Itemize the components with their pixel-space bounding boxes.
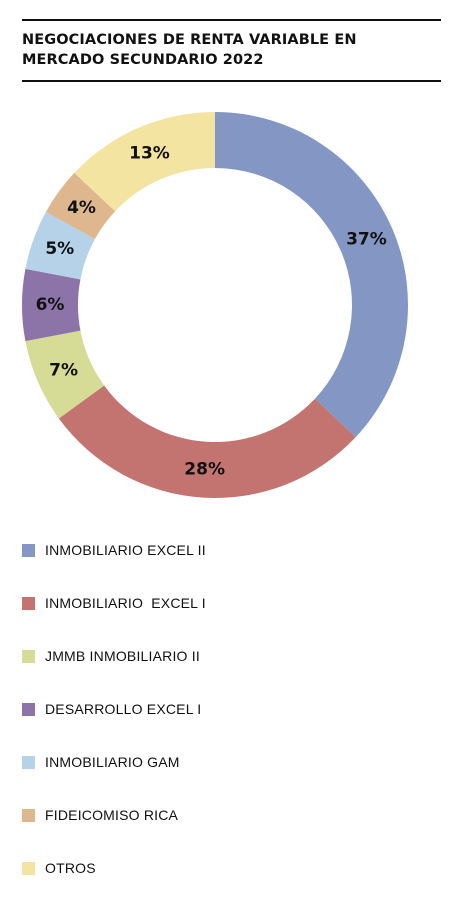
legend-label-3: JMMB INMOBILIARIO II xyxy=(45,648,200,664)
legend-swatch-6 xyxy=(22,808,35,822)
legend-item-7: OTROS xyxy=(22,858,96,878)
donut-slice-5 xyxy=(25,212,95,280)
legend-swatch-7 xyxy=(22,861,35,875)
legend-swatch-2 xyxy=(22,596,35,610)
legend-item-2: INMOBILIARIO EXCEL I xyxy=(22,593,206,613)
slice-value-label-2: 28% xyxy=(184,460,225,480)
legend-label-5: INMOBILIARIO GAM xyxy=(45,754,180,770)
title-rule xyxy=(22,80,441,82)
legend-item-5: INMOBILIARIO GAM xyxy=(22,752,180,772)
donut-slice-1 xyxy=(215,112,408,438)
donut-slice-3 xyxy=(25,330,105,419)
chart-title-line-2: MERCADO SECUNDARIO 2022 xyxy=(22,52,264,68)
legend-label-4: DESARROLLO EXCEL I xyxy=(45,701,202,717)
slice-value-label-7: 13% xyxy=(129,144,170,164)
legend-swatch-4 xyxy=(22,702,35,716)
donut-slice-6 xyxy=(45,172,116,239)
legend-label-7: OTROS xyxy=(45,860,96,876)
donut-slice-4 xyxy=(21,268,81,342)
legend-item-3: JMMB INMOBILIARIO II xyxy=(22,646,200,666)
top-rule xyxy=(22,19,441,21)
donut-chart: 37% 28% 7% 6% 5% 4% 13% xyxy=(21,112,408,498)
legend-label-6: FIDEICOMISO RICA xyxy=(45,807,179,823)
chart-title-line-1: NEGOCIACIONES DE RENTA VARIABLE EN xyxy=(22,32,357,48)
legend-swatch-1 xyxy=(22,543,35,557)
slice-value-label-4: 6% xyxy=(36,295,65,315)
donut-slice-2 xyxy=(58,385,356,498)
legend-item-6: FIDEICOMISO RICA xyxy=(22,805,178,825)
slice-value-label-5: 5% xyxy=(45,239,74,259)
legend-label-2: INMOBILIARIO EXCEL I xyxy=(45,595,206,611)
donut-slice-7 xyxy=(74,112,215,212)
legend-item-1: INMOBILIARIO EXCEL II xyxy=(22,540,206,560)
chart-title: NEGOCIACIONES DE RENTA VARIABLE EN MERCA… xyxy=(22,30,441,70)
legend-item-4: DESARROLLO EXCEL I xyxy=(22,699,201,719)
legend-swatch-5 xyxy=(22,755,35,769)
slice-value-label-6: 4% xyxy=(67,198,96,218)
slice-value-label-1: 37% xyxy=(346,229,387,249)
slice-value-label-3: 7% xyxy=(49,361,78,381)
legend-label-1: INMOBILIARIO EXCEL II xyxy=(45,542,206,558)
legend-swatch-3 xyxy=(22,649,35,663)
